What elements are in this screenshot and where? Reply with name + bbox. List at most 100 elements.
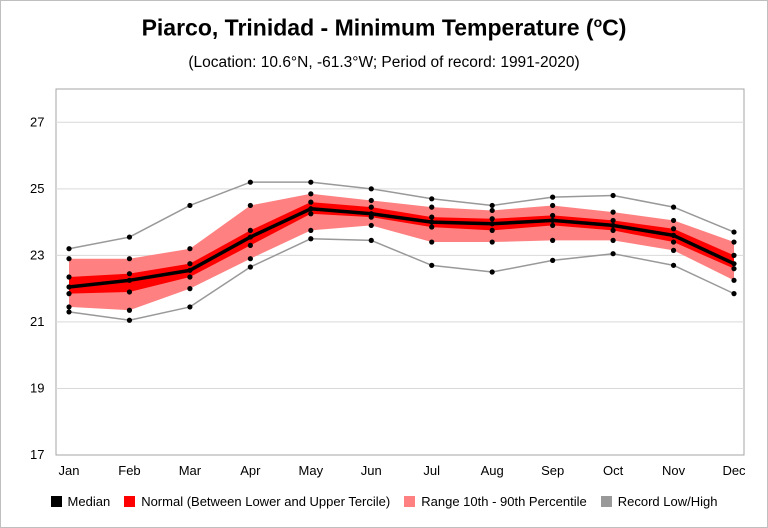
y-tick-label: 21: [30, 314, 44, 329]
lower-tercile-point: [247, 242, 253, 248]
y-tick-label: 27: [30, 114, 44, 129]
record-high-point: [187, 202, 193, 209]
record-low-point: [489, 269, 495, 275]
record-high-point: [670, 204, 677, 210]
upper-tercile-point: [247, 227, 253, 234]
legend-item-percentile: Range 10th - 90th Percentile: [404, 494, 587, 509]
median-point: [731, 261, 737, 267]
legend-item-normal: Normal (Between Lower and Upper Tercile): [124, 494, 390, 509]
median-point: [247, 234, 253, 240]
record-low-point: [187, 304, 193, 310]
percentile-90-point: [429, 204, 435, 210]
median-point: [308, 206, 314, 212]
legend-swatch-median: [50, 496, 62, 507]
record-low-point: [610, 251, 616, 257]
upper-tercile-point: [550, 212, 556, 219]
median-point: [670, 232, 677, 238]
x-tick-label: Feb: [118, 463, 140, 478]
x-tick-label: Mar: [179, 463, 202, 478]
percentile-90-point: [308, 191, 314, 197]
record-low-point: [368, 237, 374, 243]
record-low-point: [126, 317, 133, 323]
upper-tercile-point: [610, 217, 616, 224]
x-tick-label: Apr: [240, 463, 261, 478]
x-tick-label: Sep: [541, 463, 564, 478]
upper-tercile-point: [126, 271, 133, 277]
percentile-90-point: [247, 202, 253, 209]
percentile-10-point: [308, 227, 314, 234]
lower-tercile-point: [126, 289, 133, 295]
record-high-line: [68, 181, 735, 250]
lower-tercile-point: [187, 274, 193, 280]
percentile-90-point: [126, 256, 133, 262]
median-point: [66, 284, 72, 290]
chart-title: Piarco, Trinidad - Minimum Temperature (…: [0, 14, 768, 42]
legend-label-median: Median: [67, 494, 111, 509]
percentile-10-point: [66, 304, 72, 310]
percentile-band: [69, 193, 734, 311]
record-low-line: [68, 237, 735, 321]
percentile-90-point: [368, 197, 374, 204]
record-high-point: [489, 202, 495, 209]
record-low-point: [66, 309, 72, 315]
lower-tercile-point: [610, 227, 616, 234]
upper-tercile-point: [66, 274, 72, 280]
x-tick-label: Jul: [423, 463, 440, 478]
upper-tercile-point: [429, 214, 435, 220]
percentile-10-point: [489, 239, 495, 245]
chart-title-unit: C): [602, 14, 627, 41]
upper-tercile-point: [368, 204, 374, 210]
percentile-90-point: [731, 239, 737, 245]
percentile-90-point: [670, 217, 677, 224]
record-high-point: [368, 186, 374, 192]
upper-tercile-point: [187, 261, 193, 267]
lower-tercile-point: [550, 222, 556, 229]
degree-symbol: o: [593, 14, 603, 30]
x-tick-label: Aug: [481, 463, 504, 478]
upper-tercile-point: [731, 252, 737, 258]
upper-tercile-point: [670, 226, 677, 232]
legend-item-record: Record Low/High: [600, 494, 717, 509]
percentile-10-point: [670, 247, 677, 253]
upper-tercile-point: [489, 216, 495, 222]
lower-tercile-point: [731, 266, 737, 272]
plot-area: [55, 88, 745, 456]
legend-label-percentile: Range 10th - 90th Percentile: [421, 494, 587, 509]
percentile-10-point: [610, 237, 616, 243]
chart-legend: Median Normal (Between Lower and Upper T…: [0, 494, 768, 509]
chart-subtitle: (Location: 10.6°N, -61.3°W; Period of re…: [188, 54, 580, 71]
record-low-point: [247, 264, 253, 270]
lower-tercile-point: [670, 239, 677, 245]
percentile-10-point: [368, 222, 374, 229]
record-high-point: [429, 196, 435, 202]
record-high-point: [247, 179, 253, 185]
tercile-band: [69, 202, 734, 294]
median-point: [489, 221, 495, 227]
lower-tercile-point: [489, 227, 495, 234]
percentile-90-point: [550, 202, 556, 209]
percentile-90-point: [489, 207, 495, 214]
median-point: [187, 267, 193, 273]
upper-tercile-point: [308, 199, 314, 205]
median-point: [368, 211, 374, 217]
record-high-point: [610, 192, 616, 199]
median-point: [550, 217, 556, 224]
lower-tercile-point: [308, 211, 314, 217]
y-tick-label: 19: [30, 380, 44, 395]
record-low-point: [731, 291, 737, 297]
percentile-10-point: [126, 307, 133, 313]
percentile-10-point: [247, 256, 253, 262]
record-low-point: [550, 257, 556, 263]
x-tick-label: Dec: [722, 463, 746, 478]
record-high-point: [731, 229, 737, 235]
percentile-90-point: [66, 256, 72, 262]
legend-swatch-normal: [124, 496, 136, 507]
percentile-10-point: [429, 239, 435, 245]
x-tick-label: Jan: [59, 463, 80, 478]
record-low-point: [670, 262, 677, 268]
legend-swatch-record: [600, 496, 612, 507]
record-high-point: [550, 194, 556, 200]
record-high-point: [126, 234, 133, 240]
median-point: [429, 219, 435, 225]
